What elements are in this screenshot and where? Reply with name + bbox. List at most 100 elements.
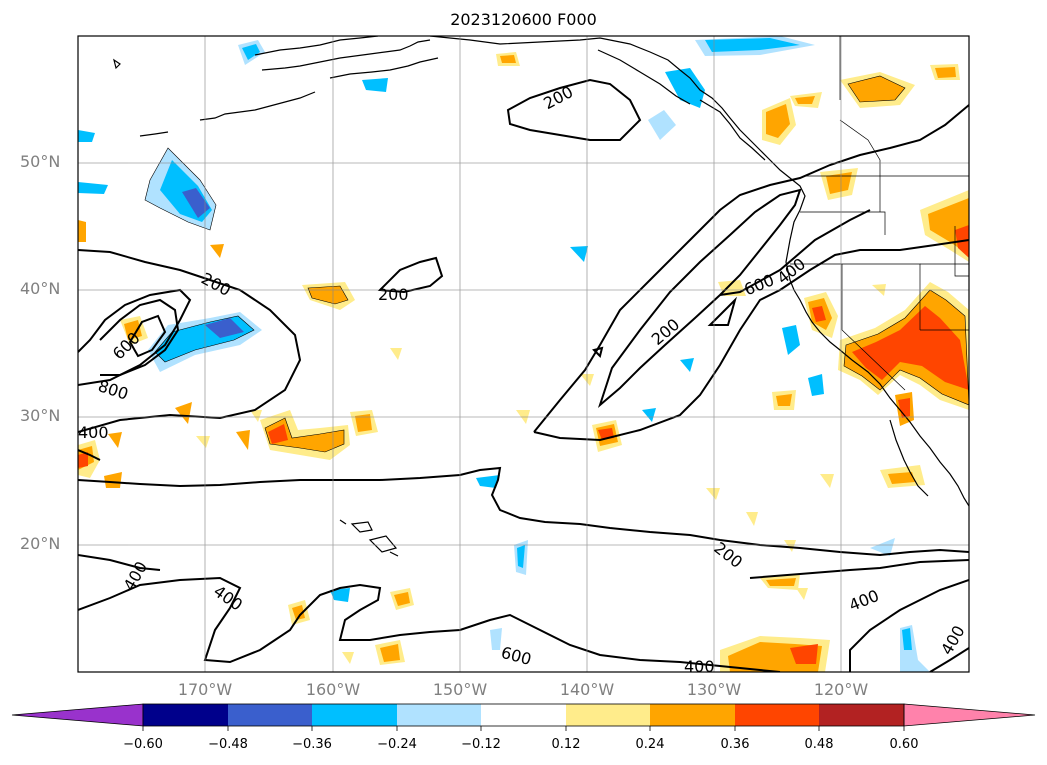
pos-blob [706, 488, 720, 500]
neg-blob [242, 44, 260, 60]
pos-blob [888, 472, 915, 484]
contour-line [78, 554, 161, 571]
colorbar-segment [143, 704, 228, 726]
pos-blob [776, 394, 792, 406]
pos-blob [766, 578, 796, 586]
lon-label-150w: 150°W [432, 680, 488, 699]
neg-blob [680, 358, 694, 372]
lon-label-140w: 140°W [559, 680, 615, 699]
contour-label: 200 [378, 285, 409, 304]
pos-blob [935, 67, 956, 78]
colorbar-segment [228, 704, 312, 726]
contour-label: 400 [937, 622, 969, 658]
colorbar-tick-label: −0.24 [377, 737, 417, 752]
contour-label: 800 [96, 376, 131, 404]
colorbar-tick-label: 0.60 [889, 737, 919, 752]
pos-blob [342, 652, 354, 664]
contour-line [719, 209, 871, 296]
contour-label: 200 [540, 82, 576, 113]
neg-blob [705, 38, 800, 52]
pos-blob [795, 96, 815, 104]
contour-line [597, 188, 802, 409]
contour-line [78, 249, 302, 433]
neg-blob [362, 78, 388, 92]
pos-blob [500, 55, 516, 63]
colorbar-extend-low [11, 703, 144, 727]
colorbar-tick-label: −0.36 [292, 737, 332, 752]
contour-label: 200 [198, 269, 234, 300]
neg-blob [665, 68, 705, 108]
contour-line [749, 559, 969, 579]
colorbar-tick-label: −0.48 [208, 737, 248, 752]
pos-blob [108, 432, 122, 448]
pos-blob [104, 472, 122, 488]
pos-blob [826, 172, 852, 194]
contour-line [128, 314, 167, 358]
pos-blob [210, 244, 224, 258]
colorbar-tick-label: −0.60 [123, 737, 163, 752]
shading-layer [78, 36, 969, 672]
pos-blob [78, 220, 86, 242]
contour-label: 400 [210, 581, 246, 614]
contour-line [377, 256, 444, 294]
neg-blob [570, 246, 588, 262]
contour-line [78, 449, 101, 461]
contour-line [506, 78, 642, 141]
neg-blob [490, 628, 502, 650]
pos-blob [766, 104, 790, 138]
contour-line [78, 466, 969, 557]
pos-blob [746, 512, 758, 526]
graticule [78, 36, 969, 672]
neg-blob [902, 628, 912, 650]
pos-blob [268, 424, 288, 444]
state-borders [790, 36, 969, 391]
colorbar-segment [735, 704, 819, 726]
neg-blob [642, 408, 656, 422]
pos-blob [380, 644, 400, 662]
contour-line [849, 579, 969, 672]
neg-blob [182, 188, 210, 218]
pos-blob [265, 418, 344, 452]
neg-blob [78, 182, 108, 194]
colorbar-frame [142, 703, 905, 727]
neg-blob [808, 374, 824, 396]
contour-line [929, 647, 969, 672]
contour-label: 400 [78, 423, 109, 442]
lon-label-170w: 170°W [177, 680, 233, 699]
pos-blob [355, 414, 372, 432]
neg-blob [476, 475, 500, 488]
colorbar-segment [312, 704, 397, 726]
neg-blob [78, 130, 95, 142]
lon-label-130w: 130°W [686, 680, 742, 699]
contour-line [533, 239, 969, 442]
map-frame [77, 35, 970, 673]
neg-blob [205, 318, 244, 338]
pos-blob [196, 436, 210, 448]
pos-blob [784, 540, 796, 552]
pos-blob [250, 410, 262, 422]
contour-line [78, 288, 192, 386]
height-contours [78, 78, 969, 672]
colorbar-segment [481, 704, 566, 726]
contour-line [592, 346, 604, 358]
colorbar-tick-label: 0.36 [720, 737, 750, 752]
neg-blob [330, 588, 350, 602]
lon-label-160w: 160°W [305, 680, 361, 699]
pos-blob [820, 474, 834, 488]
pos-blob [796, 588, 808, 600]
lat-label-20n: 20°N [20, 534, 61, 553]
lon-label-120w: 120°W [813, 680, 869, 699]
colorbar-tick-label: 0.48 [804, 737, 834, 752]
neg-blob [648, 110, 676, 140]
pos-blob [394, 592, 410, 606]
pos-blob [292, 605, 305, 620]
contour-label: 600 [499, 643, 533, 669]
colorbar-segment [397, 704, 481, 726]
contour-line [533, 104, 969, 433]
pos-blob [390, 348, 402, 360]
pos-blob [812, 306, 826, 322]
pos-blob [848, 76, 905, 102]
contour-line [707, 296, 737, 326]
pos-blob [124, 320, 142, 340]
